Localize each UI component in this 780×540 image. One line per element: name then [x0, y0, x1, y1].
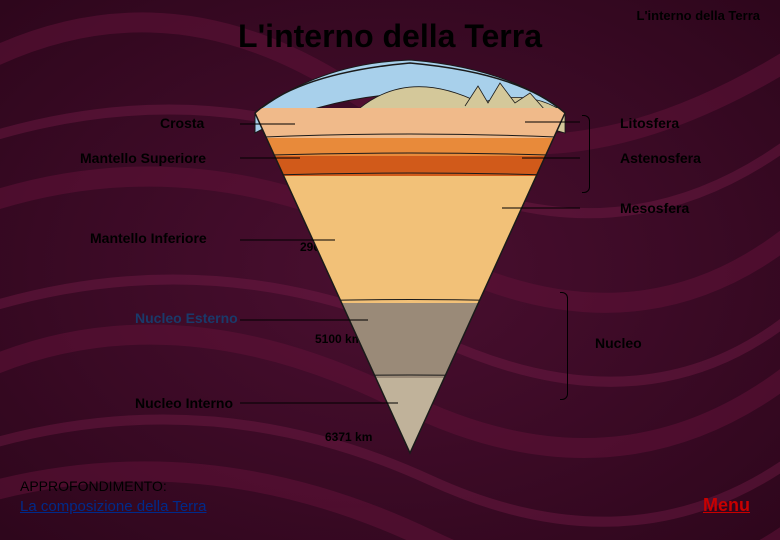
label-litosfera: Litosfera [620, 115, 679, 131]
label-crosta: Crosta [160, 115, 204, 131]
label-nucleo-esterno: Nucleo Esterno [135, 310, 238, 326]
label-mantello-inferiore: Mantello Inferiore [90, 230, 207, 246]
page-title: L'interno della Terra [238, 18, 542, 55]
footer-link[interactable]: La composizione della Terra [20, 498, 207, 515]
bracket-upper [582, 115, 590, 193]
label-mesosfera: Mesosfera [620, 200, 689, 216]
earth-cross-section [240, 58, 580, 458]
label-nucleo: Nucleo [595, 335, 642, 351]
menu-link[interactable]: Menu [703, 495, 750, 516]
label-astenosfera: Astenosfera [620, 150, 701, 166]
slide-header: L'interno della Terra [637, 8, 761, 23]
label-nucleo-interno: Nucleo Interno [135, 395, 233, 411]
label-mantello-superiore: Mantello Superiore [80, 150, 206, 166]
footer-label: APPROFONDIMENTO: [20, 478, 167, 494]
